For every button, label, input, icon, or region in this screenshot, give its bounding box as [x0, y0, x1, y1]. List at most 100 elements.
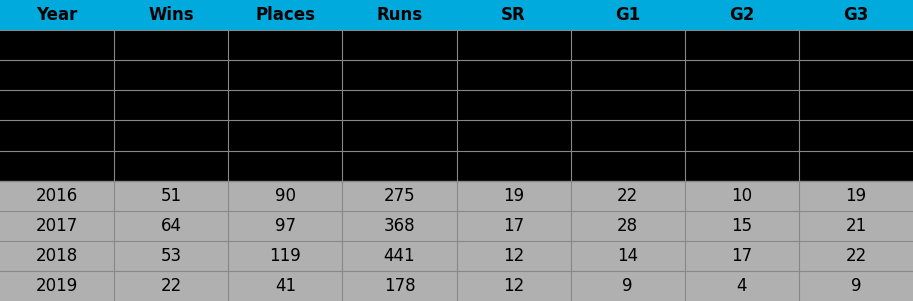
- Text: G3: G3: [844, 6, 868, 24]
- Bar: [342, 120, 456, 150]
- Bar: [0, 241, 114, 271]
- Text: 9: 9: [851, 277, 861, 295]
- Bar: [799, 211, 913, 241]
- Text: 14: 14: [617, 247, 638, 265]
- Bar: [799, 90, 913, 120]
- Bar: [571, 60, 685, 90]
- Bar: [0, 0, 114, 30]
- Bar: [571, 211, 685, 241]
- Text: 12: 12: [503, 247, 524, 265]
- Bar: [342, 30, 456, 60]
- Bar: [571, 181, 685, 211]
- Text: 4: 4: [737, 277, 747, 295]
- Bar: [685, 241, 799, 271]
- Bar: [114, 211, 228, 241]
- Bar: [228, 0, 342, 30]
- Text: 22: 22: [161, 277, 182, 295]
- Text: 51: 51: [161, 187, 182, 205]
- Bar: [456, 211, 571, 241]
- Text: Year: Year: [37, 6, 78, 24]
- Text: 2016: 2016: [36, 187, 79, 205]
- Bar: [342, 211, 456, 241]
- Bar: [799, 181, 913, 211]
- Bar: [228, 271, 342, 301]
- Text: 2018: 2018: [36, 247, 79, 265]
- Bar: [685, 211, 799, 241]
- Text: 12: 12: [503, 277, 524, 295]
- Text: 53: 53: [161, 247, 182, 265]
- Bar: [685, 60, 799, 90]
- Bar: [228, 120, 342, 150]
- Bar: [456, 271, 571, 301]
- Text: 10: 10: [731, 187, 752, 205]
- Text: 441: 441: [383, 247, 415, 265]
- Text: 119: 119: [269, 247, 301, 265]
- Bar: [0, 120, 114, 150]
- Bar: [0, 90, 114, 120]
- Bar: [571, 0, 685, 30]
- Bar: [114, 90, 228, 120]
- Bar: [685, 181, 799, 211]
- Text: 19: 19: [503, 187, 524, 205]
- Bar: [114, 60, 228, 90]
- Bar: [114, 120, 228, 150]
- Text: 275: 275: [383, 187, 415, 205]
- Text: 22: 22: [845, 247, 866, 265]
- Bar: [342, 241, 456, 271]
- Bar: [114, 241, 228, 271]
- Bar: [0, 150, 114, 181]
- Text: 178: 178: [383, 277, 415, 295]
- Bar: [342, 150, 456, 181]
- Text: 22: 22: [617, 187, 638, 205]
- Bar: [799, 30, 913, 60]
- Bar: [228, 181, 342, 211]
- Bar: [571, 150, 685, 181]
- Text: 15: 15: [731, 217, 752, 235]
- Bar: [342, 60, 456, 90]
- Text: 17: 17: [731, 247, 752, 265]
- Bar: [456, 0, 571, 30]
- Bar: [799, 271, 913, 301]
- Bar: [456, 30, 571, 60]
- Bar: [571, 241, 685, 271]
- Bar: [799, 120, 913, 150]
- Bar: [0, 271, 114, 301]
- Text: G2: G2: [729, 6, 754, 24]
- Bar: [228, 60, 342, 90]
- Bar: [228, 241, 342, 271]
- Bar: [571, 120, 685, 150]
- Bar: [0, 30, 114, 60]
- Text: Wins: Wins: [149, 6, 194, 24]
- Bar: [342, 0, 456, 30]
- Bar: [685, 30, 799, 60]
- Text: 17: 17: [503, 217, 524, 235]
- Bar: [0, 211, 114, 241]
- Bar: [799, 150, 913, 181]
- Bar: [685, 90, 799, 120]
- Text: 19: 19: [845, 187, 866, 205]
- Bar: [571, 271, 685, 301]
- Bar: [0, 60, 114, 90]
- Bar: [114, 150, 228, 181]
- Bar: [342, 90, 456, 120]
- Bar: [228, 211, 342, 241]
- Text: 21: 21: [845, 217, 866, 235]
- Bar: [456, 241, 571, 271]
- Text: 97: 97: [275, 217, 296, 235]
- Bar: [114, 0, 228, 30]
- Text: 368: 368: [383, 217, 415, 235]
- Text: 9: 9: [623, 277, 633, 295]
- Bar: [456, 90, 571, 120]
- Bar: [114, 181, 228, 211]
- Text: G1: G1: [615, 6, 640, 24]
- Text: 2019: 2019: [36, 277, 79, 295]
- Bar: [799, 60, 913, 90]
- Text: Runs: Runs: [376, 6, 423, 24]
- Bar: [114, 30, 228, 60]
- Text: 64: 64: [161, 217, 182, 235]
- Bar: [685, 271, 799, 301]
- Bar: [685, 150, 799, 181]
- Text: Places: Places: [256, 6, 315, 24]
- Bar: [342, 181, 456, 211]
- Bar: [456, 120, 571, 150]
